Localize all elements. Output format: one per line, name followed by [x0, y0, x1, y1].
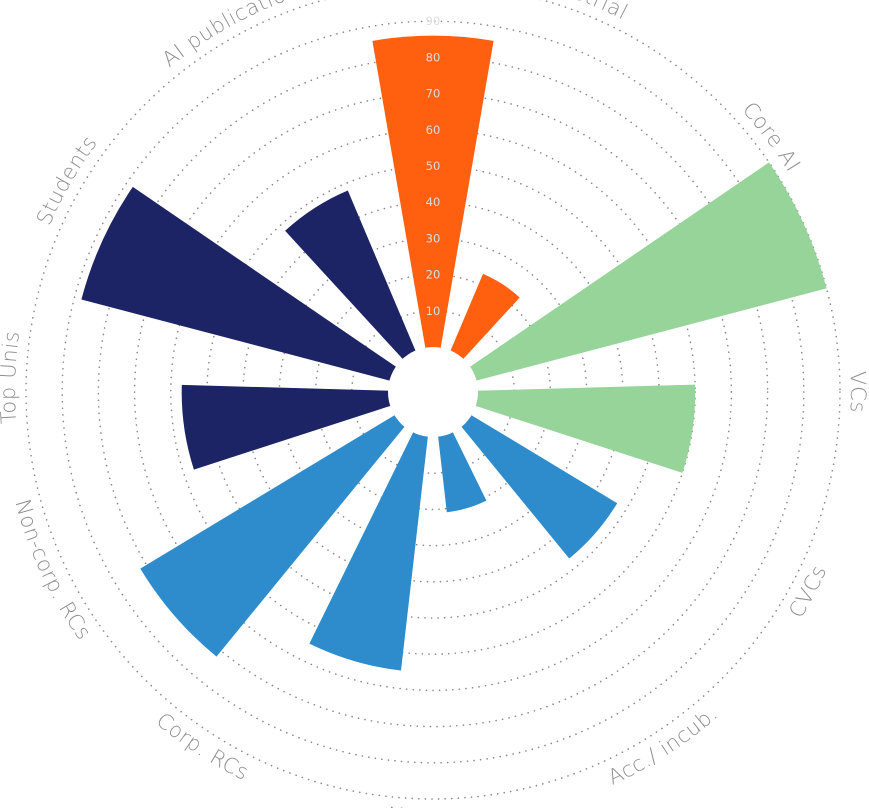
bar-cvcs	[472, 384, 696, 473]
bar-non-corp-rcs	[140, 413, 408, 657]
tick-label-50: 50	[426, 159, 441, 173]
category-label-meetups: Meetups	[386, 803, 480, 808]
bar-acc-incub	[459, 413, 618, 559]
category-label-corp-rcs: Corp. RCs	[152, 708, 253, 785]
bar-industrial	[372, 35, 494, 352]
tick-label-80: 80	[426, 50, 441, 64]
category-label-vcs: VCs	[846, 371, 869, 414]
bar-meetups	[437, 428, 487, 513]
radial-tick-labels: 102030405060708090100	[426, 14, 441, 318]
tick-label-70: 70	[426, 87, 441, 101]
category-label-acc-incub: Acc./ incub.	[604, 701, 722, 789]
category-label-ai-publications: AI publications	[158, 0, 314, 72]
category-label-core-ai: Core AI	[738, 97, 806, 176]
category-label-non-corp-rcs: Non-corp. RCs	[10, 497, 96, 645]
bars	[81, 35, 827, 671]
category-label-top-unis: Top Unis	[0, 329, 24, 424]
category-label-cvcs: CVCs	[784, 561, 831, 622]
bar-ai-publications	[285, 190, 417, 362]
tick-label-30: 30	[426, 231, 441, 245]
tick-label-20: 20	[426, 268, 441, 282]
grid-ring-90	[61, 20, 805, 764]
bar-top-unis	[181, 384, 394, 470]
bar-vcs	[466, 162, 827, 382]
center-hole	[388, 347, 478, 437]
bar-core-ai	[449, 273, 520, 362]
bar-corp-rcs	[309, 428, 429, 671]
tick-label-90: 90	[426, 14, 441, 28]
grid-ring-80	[97, 56, 769, 728]
grid-ring-100	[25, 0, 841, 800]
tick-label-10: 10	[426, 304, 441, 318]
bar-students	[81, 186, 400, 382]
tick-label-40: 40	[426, 195, 441, 209]
category-label-students: Students	[32, 131, 102, 229]
tick-label-60: 60	[426, 123, 441, 137]
